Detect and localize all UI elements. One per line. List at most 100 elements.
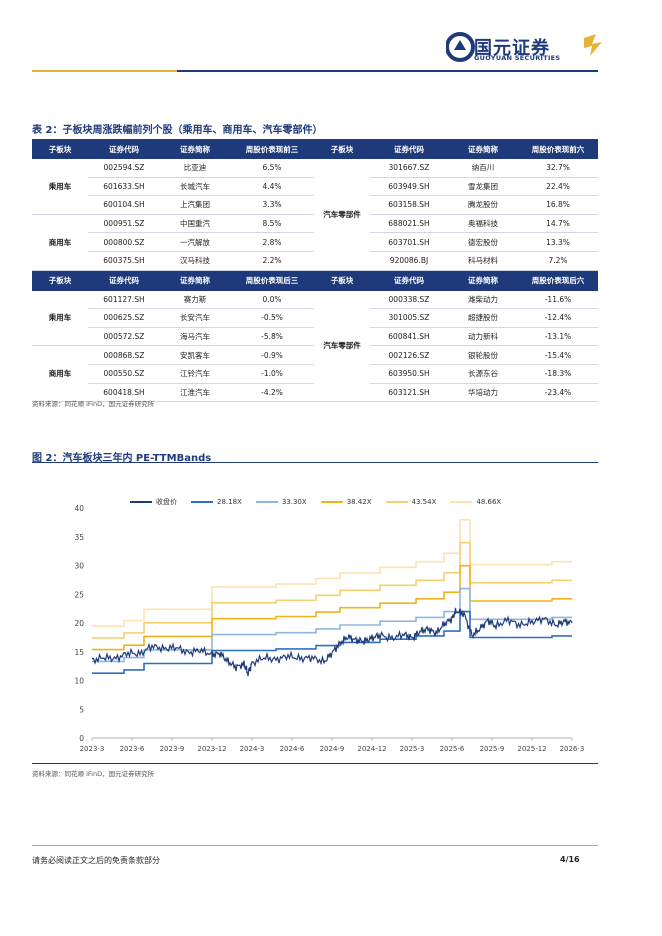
y-tick-label: 30 <box>74 562 84 571</box>
stock-name-cell: 潍柴动力 <box>448 290 518 310</box>
stock-code-cell: 601127.SH <box>88 290 160 310</box>
stock-name-cell: 长安汽车 <box>160 308 230 328</box>
stock-name-cell: 动力新科 <box>448 327 518 347</box>
table-header-row: 子板块 证券代码 证券简称 周股价表现前三 子板块 证券代码 证券简称 周股价表现前六 <box>32 139 598 159</box>
stock-code-cell: 000800.SZ <box>88 232 160 252</box>
stock-name-cell: 银轮股份 <box>448 345 518 365</box>
stock-name-cell: 上汽集团 <box>160 195 230 215</box>
legend-label: 38.42X <box>346 498 372 506</box>
table-row: 600375.SH 汉马科技 2.2% 920086.BJ 科马材料 7.2% <box>32 251 598 271</box>
subsector-cell: 汽车零部件 <box>314 159 370 271</box>
stock-name-cell: 腾龙股份 <box>448 195 518 215</box>
table-row: 乘用车 002594.SZ 比亚迪 6.5% 汽车零部件 301667.SZ 纳百川 32.7… <box>32 159 598 271</box>
x-tick-label: 2024-12 <box>357 745 386 753</box>
weekly-change-cell: 6.5% <box>230 159 314 178</box>
weekly-change-cell: 7.2% <box>518 251 598 271</box>
table-row: 商用车 000951.SZ 中国重汽 8.5% 688021.SH 奥福科技 14.7% <box>32 214 598 271</box>
table-row: 乘用车 601127.SH 赛力斯 0.0% 汽车零部件 000338.SZ 潍柴动力 -11… <box>32 290 598 403</box>
stock-code-cell: 000550.SZ <box>88 364 160 384</box>
weekly-change-cell: -1.0% <box>230 364 314 384</box>
footer-disclaimer: 请务必阅读正文之后的免责条款部分 <box>32 856 160 865</box>
weekly-change-cell: -23.4% <box>518 383 598 403</box>
stock-code-cell: 601633.SH <box>88 177 160 197</box>
chart-top-rule <box>32 462 598 463</box>
x-tick-label: 2026-3 <box>560 745 585 753</box>
table-row: 000572.SZ 海马汽车 -5.8% 600841.SH 动力新科 -13.1% <box>32 327 598 347</box>
column-header: 证券简称 <box>160 270 230 291</box>
stock-code-cell: 920086.BJ <box>370 251 448 271</box>
stock-code-cell: 000868.SZ <box>88 345 160 365</box>
column-header: 周股价表现前六 <box>518 139 598 159</box>
y-tick-label: 15 <box>74 648 84 657</box>
legend-swatch <box>385 501 408 503</box>
weekly-change-cell: 8.5% <box>230 214 314 234</box>
stock-code-cell: 603950.SH <box>370 364 448 384</box>
stock-code-cell: 000951.SZ <box>88 214 160 234</box>
stock-code-cell: 301005.SZ <box>370 308 448 328</box>
stock-code-cell: 600104.SH <box>88 195 160 215</box>
x-tick-label: 2023-6 <box>120 745 145 753</box>
x-tick-label: 2024-3 <box>240 745 265 753</box>
x-tick-label: 2025-3 <box>400 745 425 753</box>
legend-item: 28.18X <box>191 497 242 507</box>
stock-code-cell: 002594.SZ <box>88 159 160 178</box>
table-row: 000625.SZ 长安汽车 -0.5% 301005.SZ 超捷股份 -12.4% <box>32 308 598 328</box>
column-header: 子板块 <box>314 139 370 159</box>
column-header: 子板块 <box>314 270 370 291</box>
subsector-cell: 乘用车 <box>32 290 88 347</box>
header-rule-gold <box>32 70 177 72</box>
stock-code-cell: 603701.SH <box>370 232 448 252</box>
column-header: 证券简称 <box>160 139 230 159</box>
weekly-change-cell: 16.8% <box>518 195 598 215</box>
weekly-change-cell: 2.8% <box>230 232 314 252</box>
weekly-change-cell: 4.4% <box>230 177 314 197</box>
legend-item: 收盘价 <box>130 497 177 507</box>
stock-name-cell: 一汽解放 <box>160 232 230 252</box>
weekly-change-cell: -0.9% <box>230 345 314 365</box>
weekly-change-cell: 32.7% <box>518 159 598 178</box>
y-tick-label: 20 <box>74 619 84 628</box>
y-tick-label: 5 <box>79 705 84 714</box>
table-caption: 表 2：子板块周涨跌幅前列个股（乘用车、商用车、汽车零部件） <box>32 125 323 136</box>
page-number: 4/16 <box>560 855 580 864</box>
column-header: 子板块 <box>32 270 88 291</box>
header-rule-blue <box>177 70 598 72</box>
table-header-row: 子板块 证券代码 证券简称 周股价表现后三 子板块 证券代码 证券简称 周股价表现后六 <box>32 270 598 291</box>
legend-item: 48.66X <box>450 497 501 507</box>
weekly-change-cell: -5.8% <box>230 327 314 347</box>
footer-rule <box>32 845 598 846</box>
column-header: 证券代码 <box>370 270 448 291</box>
logo-cn-text: 国元证券 <box>474 38 550 59</box>
subsector-cell: 商用车 <box>32 345 88 403</box>
stock-name-cell: 海马汽车 <box>160 327 230 347</box>
weekly-change-cell: -12.4% <box>518 308 598 328</box>
y-tick-label: 10 <box>74 677 84 686</box>
chart-legend: 收盘价 28.18X 33.30X 38.42X 43.54X 48.66X <box>130 497 501 507</box>
stock-code-cell: 600418.SH <box>88 383 160 403</box>
column-header: 证券代码 <box>370 139 448 159</box>
logo-en-text: GUOYUAN SECURITIES <box>474 54 561 62</box>
column-header: 证券简称 <box>448 270 518 291</box>
legend-swatch <box>450 501 473 503</box>
column-header: 周股价表现前三 <box>230 139 314 159</box>
table-row: 601633.SH 长城汽车 4.4% 603949.SH 雪龙集团 22.4% <box>32 177 598 197</box>
stock-name-cell: 科马材料 <box>448 251 518 271</box>
y-tick-label: 35 <box>74 533 84 542</box>
legend-label: 43.54X <box>411 498 437 506</box>
guoyuan-logo-icon <box>446 32 602 62</box>
subsector-cell: 汽车零部件 <box>314 290 370 403</box>
weekly-change-cell: 0.0% <box>230 290 314 310</box>
weekly-change-cell: 14.7% <box>518 214 598 234</box>
x-tick-label: 2024-9 <box>320 745 345 753</box>
legend-swatch <box>320 501 343 503</box>
stock-name-cell: 纳百川 <box>448 159 518 178</box>
close-price-line <box>91 607 573 677</box>
legend-label: 28.18X <box>217 498 242 506</box>
table-source: 资料来源：同花顺 iFinD，国元证券研究所 <box>32 400 155 408</box>
stock-name-cell: 德宏股份 <box>448 232 518 252</box>
legend-swatch <box>130 501 152 503</box>
chart-caption: 图 2：汽车板块三年内 PE-TTMBands <box>32 453 212 464</box>
column-header: 证券简称 <box>448 139 518 159</box>
table-row: 600104.SH 上汽集团 3.3% 603158.SH 腾龙股份 16.8% <box>32 195 598 215</box>
stock-name-cell: 华培动力 <box>448 383 518 403</box>
